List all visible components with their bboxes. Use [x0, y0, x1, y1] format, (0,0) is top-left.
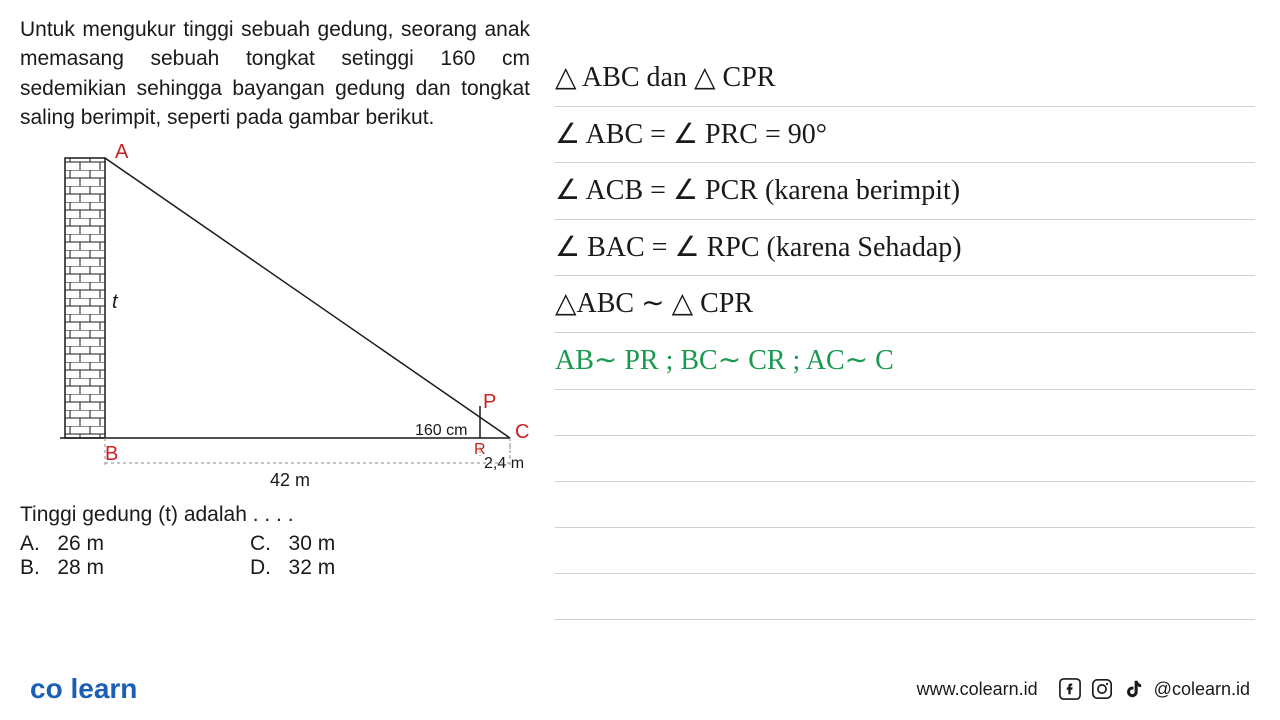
handwritten-line: △ABC ∼ △ CPR — [555, 276, 1255, 333]
social-handle: @colearn.id — [1154, 679, 1250, 700]
answer-options: A. 26 m C. 30 m B. 28 m D. 32 m — [20, 532, 530, 580]
handwritten-line: ∠ ACB = ∠ PCR (karena berimpit) — [555, 163, 1255, 220]
facebook-icon — [1058, 677, 1082, 701]
option-B: B. 28 m — [20, 556, 250, 580]
instagram-icon — [1090, 677, 1114, 701]
label-B: B — [105, 443, 118, 465]
option-C: C. 30 m — [250, 532, 480, 556]
blank-line — [555, 574, 1255, 620]
question-text: Tinggi gedung (t) adalah . . . . — [20, 503, 530, 527]
label-2-4m: 2,4 m — [484, 455, 524, 472]
blank-line — [555, 528, 1255, 574]
label-t: t — [112, 291, 119, 313]
logo: co learn — [30, 673, 137, 705]
handwritten-solution: △ ABC dan △ CPR∠ ABC = ∠ PRC = 90°∠ ACB … — [555, 50, 1255, 620]
blank-line — [555, 482, 1255, 528]
option-A: A. 26 m — [20, 532, 250, 556]
label-C: C — [515, 421, 529, 443]
geometry-diagram: A B C P R t 160 cm 2,4 m 42 m — [20, 138, 520, 498]
handwritten-line: ∠ BAC = ∠ RPC (karena Sehadap) — [555, 220, 1255, 277]
label-P: P — [483, 391, 496, 413]
footer: co learn www.colearn.id @colearn.id — [0, 673, 1280, 705]
label-A: A — [115, 141, 129, 163]
label-42m: 42 m — [270, 470, 310, 490]
option-D: D. 32 m — [250, 556, 480, 580]
label-160cm: 160 cm — [415, 422, 467, 439]
blank-line — [555, 436, 1255, 482]
problem-text: Untuk mengukur tinggi sebuah gedung, seo… — [20, 15, 530, 133]
handwritten-line: ∠ ABC = ∠ PRC = 90° — [555, 107, 1255, 164]
handwritten-line: △ ABC dan △ CPR — [555, 50, 1255, 107]
handwritten-line: AB∼ PR ; BC∼ CR ; AC∼ C — [555, 333, 1255, 390]
blank-line — [555, 390, 1255, 436]
footer-url: www.colearn.id — [917, 679, 1038, 700]
social-icons: @colearn.id — [1058, 677, 1250, 701]
tiktok-icon — [1122, 677, 1146, 701]
